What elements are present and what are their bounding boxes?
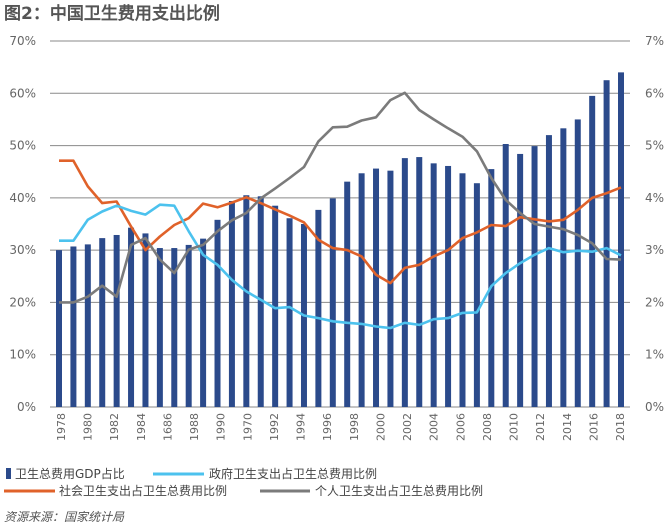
legend-swatch-bar — [6, 468, 11, 479]
bar — [70, 246, 77, 407]
x-axis-tick-label: 2016 — [587, 413, 600, 441]
bar — [113, 234, 120, 407]
bar — [156, 248, 163, 407]
left-axis-tick-label: 10% — [9, 348, 36, 362]
legend-label-bar: 卫生总费用GDP占比 — [15, 466, 125, 481]
bar — [416, 157, 423, 407]
x-axis-tick-label: 1984 — [135, 413, 148, 441]
bar — [574, 119, 581, 407]
x-axis-tick-label: 2006 — [454, 413, 467, 441]
chart-title: 图2：中国卫生费用支出比例 — [4, 3, 220, 24]
left-axis-tick-label: 50% — [9, 139, 36, 153]
x-axis-tick-label: 2002 — [401, 413, 414, 441]
bar — [214, 219, 221, 407]
x-axis-tick-label: 1994 — [295, 413, 308, 441]
bar — [142, 233, 149, 407]
bar — [430, 163, 437, 407]
bar — [502, 144, 509, 407]
x-axis-tick-label: 1996 — [321, 413, 334, 441]
bar — [329, 198, 336, 407]
legend-label-personal: 个人卫生支出占卫生总费用比例 — [315, 483, 483, 498]
bar — [286, 218, 293, 407]
bar — [128, 227, 135, 407]
bar — [618, 72, 624, 407]
right-axis-labels: 0% 1% 2% 3% 4% 5% 6% 7% — [645, 34, 664, 414]
right-axis-tick-label: 7% — [645, 34, 664, 48]
bar — [99, 238, 106, 407]
bar — [401, 158, 408, 407]
bar — [185, 244, 192, 407]
legend: 卫生总费用GDP占比 政府卫生支出占卫生总费用比例 社会卫生支出占卫生总费用比例… — [4, 466, 483, 498]
x-axis-tick-label: 1998 — [348, 413, 361, 441]
x-axis-tick-label: 1978 — [55, 413, 68, 441]
right-axis-tick-label: 2% — [645, 295, 664, 309]
right-axis-tick-label: 3% — [645, 243, 664, 257]
right-axis-tick-label: 0% — [645, 400, 664, 414]
left-axis-tick-label: 60% — [9, 86, 36, 100]
right-axis-tick-label: 6% — [645, 86, 664, 100]
bar — [200, 238, 207, 407]
bar — [459, 173, 466, 407]
bar — [243, 195, 250, 407]
x-axis-tick-label: 2010 — [508, 413, 521, 441]
bar — [315, 209, 322, 407]
right-axis-tick-label: 5% — [645, 139, 664, 153]
x-axis-tick-label: 1982 — [108, 413, 121, 441]
right-axis-tick-label: 1% — [645, 348, 664, 362]
left-axis-tick-label: 20% — [9, 295, 36, 309]
x-axis-tick-label: 1980 — [82, 413, 95, 441]
bar — [517, 153, 524, 407]
x-axis-tick-label: 2018 — [614, 413, 627, 441]
x-axis-tick-label: 2004 — [428, 413, 441, 441]
left-axis-tick-label: 0% — [17, 400, 36, 414]
legend-label-government: 政府卫生支出占卫生总费用比例 — [209, 466, 377, 481]
bar — [228, 200, 235, 407]
bar — [545, 135, 552, 407]
legend-label-social: 社会卫生支出占卫生总费用比例 — [59, 483, 227, 498]
bar — [603, 80, 610, 407]
bar — [84, 244, 91, 407]
left-axis-labels: 0% 10% 20% 30% 40% 50% 60% 70% — [9, 34, 36, 414]
x-axis-labels: 1978 1980 1982 1984 1686 1988 1990 1970 1992 1994… — [55, 413, 627, 441]
x-axis-tick-label: 2014 — [561, 413, 574, 441]
bar — [531, 146, 538, 407]
bar — [358, 173, 365, 407]
x-axis-tick-label: 1686 — [161, 413, 174, 441]
source-note: 资源来源：国家统计局 — [4, 510, 125, 524]
left-axis-tick-label: 40% — [9, 191, 36, 205]
bar — [473, 183, 480, 407]
left-axis-tick-label: 70% — [9, 34, 36, 48]
x-axis-tick-label: 2000 — [374, 413, 387, 441]
bar — [373, 168, 380, 407]
x-axis-tick-label: 2012 — [534, 413, 547, 441]
bar — [387, 170, 394, 407]
right-axis-tick-label: 4% — [645, 191, 664, 205]
left-axis-tick-label: 30% — [9, 243, 36, 257]
x-axis-tick-label: 1970 — [241, 413, 254, 441]
bar — [56, 250, 62, 407]
bar — [560, 128, 567, 407]
x-axis-tick-label: 1988 — [188, 413, 201, 441]
bar — [257, 196, 264, 407]
x-axis-tick-label: 2008 — [481, 413, 494, 441]
personal-share-line — [59, 91, 622, 304]
gridlines — [50, 40, 630, 408]
bar — [272, 205, 279, 407]
government-share-line — [59, 203, 622, 330]
line-series — [59, 91, 622, 330]
bar — [445, 165, 452, 407]
x-axis-tick-label: 1990 — [215, 413, 228, 441]
bar — [344, 181, 351, 407]
x-axis-tick-label: 1992 — [268, 413, 281, 441]
bar — [171, 248, 178, 407]
